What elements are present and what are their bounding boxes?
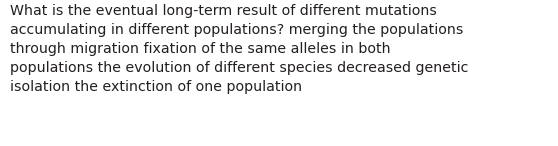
Text: What is the eventual long-term result of different mutations
accumulating in dif: What is the eventual long-term result of… [10, 4, 468, 94]
